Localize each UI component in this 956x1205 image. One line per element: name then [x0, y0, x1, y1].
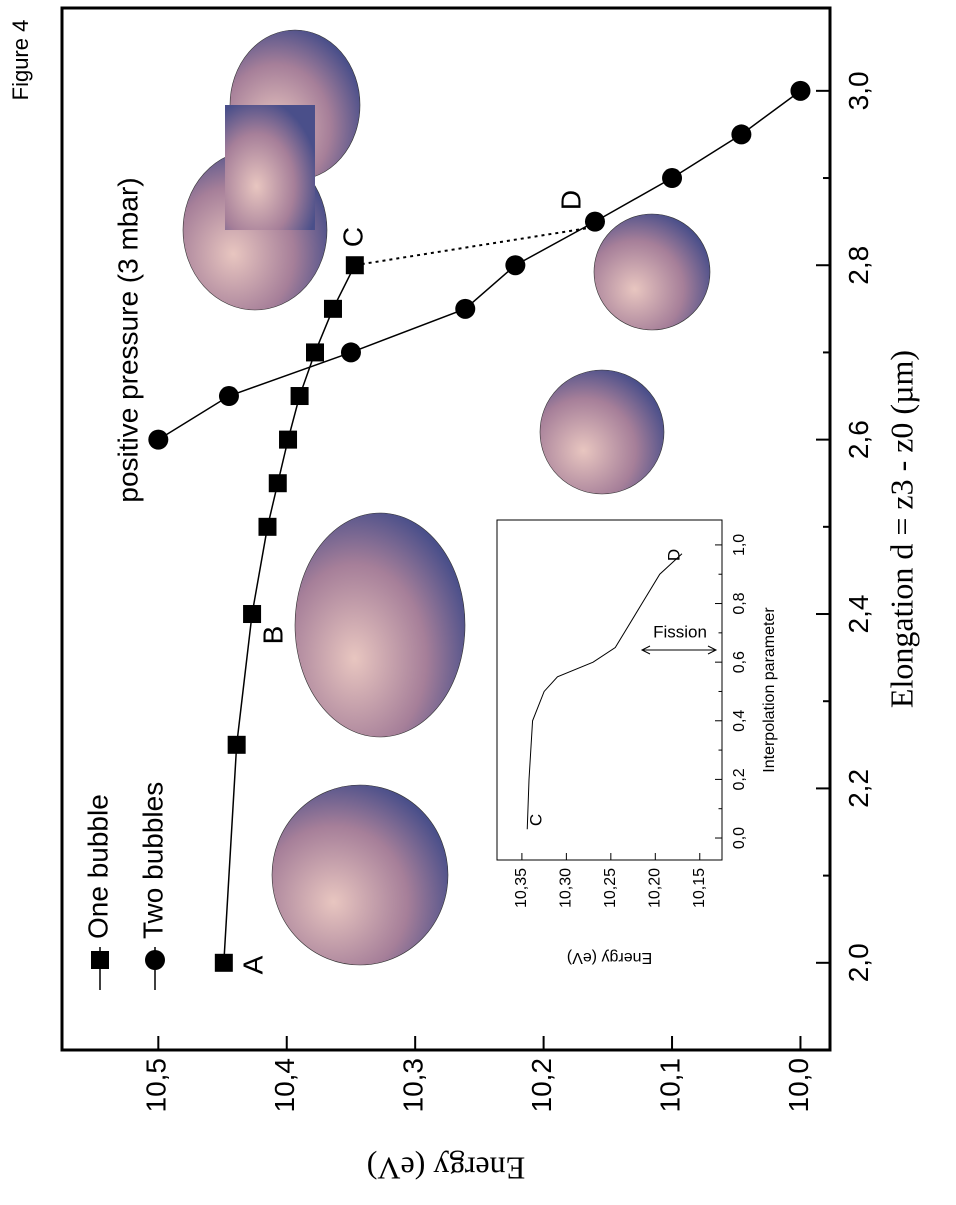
x-tick-label: 0,2	[731, 768, 748, 790]
bubble-d2	[593, 213, 711, 331]
y-tick-label: 10,35	[513, 868, 530, 908]
legend-label: Two bubbles	[137, 782, 168, 939]
y-tick-label: 10,4	[269, 1058, 300, 1113]
x-tick-label: 0,8	[731, 592, 748, 614]
y-axis-label: Energy (eV)	[367, 1151, 525, 1187]
annotation: Fission	[653, 622, 707, 641]
y-axis-label: Energy (eV)	[567, 949, 652, 966]
x-tick-label: 2,4	[843, 595, 874, 634]
x-axis-label: Elongation d = z3 - z0 (µm)	[883, 350, 919, 708]
bubble-illustrations	[182, 29, 711, 966]
annotation: C	[526, 814, 545, 826]
y-tick-label: 10,30	[558, 868, 575, 908]
circle-marker	[455, 298, 476, 319]
x-tick-label: 2,8	[843, 246, 874, 285]
figure-label: Figure 4	[8, 20, 33, 101]
series-line	[223, 264, 356, 963]
y-tick-label: 10,3	[398, 1058, 429, 1113]
y-tick-label: 10,2	[526, 1058, 557, 1113]
annotation: positive pressure (3 mbar)	[112, 177, 143, 502]
x-tick-label: 0,6	[731, 651, 748, 673]
bubble-a	[271, 784, 449, 966]
legend-marker	[145, 950, 165, 970]
x-axis-label: Interpolation parameter	[761, 607, 778, 773]
x-tick-label: 2,0	[843, 943, 874, 982]
legend-label: One bubble	[82, 794, 113, 939]
circle-marker	[218, 386, 239, 407]
bubble-b	[294, 512, 466, 738]
circle-marker	[340, 342, 361, 363]
y-tick-label: 10,5	[141, 1058, 172, 1113]
y-tick-label: 10,1	[654, 1058, 685, 1113]
circle-marker	[662, 168, 683, 189]
rotated-figure: Figure 4 2,0 2,2 2,4 2,6 2,8 3,0 10,0 10,1 10,2 1…	[8, 6, 919, 1187]
circle-marker	[790, 80, 811, 101]
y-tick-label: 10,15	[691, 868, 708, 908]
x-tick-label: 2,6	[843, 420, 874, 459]
square-marker	[214, 953, 233, 972]
circle-marker	[505, 255, 526, 276]
y-tick-label: 10,20	[647, 868, 664, 908]
x-tick-label: 2,2	[843, 769, 874, 808]
arrow-head	[640, 645, 718, 655]
square-marker	[243, 605, 262, 624]
annotation: C	[337, 227, 368, 247]
circle-marker	[584, 211, 605, 232]
plot-frame	[496, 519, 723, 861]
x-tick-label: 0,0	[731, 827, 748, 849]
y-tick-label: 10,0	[783, 1058, 814, 1113]
x-tick-label: 3,0	[843, 71, 874, 110]
series-line	[526, 553, 683, 830]
annotation: B	[257, 626, 288, 645]
x-tick-label: 0,4	[731, 710, 748, 732]
bubble-d1	[539, 369, 665, 495]
annotation: A	[237, 955, 268, 974]
square-marker	[323, 299, 342, 318]
connector	[354, 226, 592, 267]
annotation: D	[555, 190, 586, 210]
circle-marker	[148, 429, 169, 450]
square-marker	[290, 387, 309, 406]
square-marker	[227, 735, 246, 754]
y-tick-label: 10,25	[602, 868, 619, 908]
x-tick-label: 1,0	[731, 534, 748, 556]
bubble-c-neck	[225, 105, 315, 230]
circle-marker	[731, 124, 752, 145]
square-marker	[306, 343, 325, 362]
plot-frame	[60, 6, 832, 1052]
square-marker	[268, 474, 287, 493]
legend-marker	[91, 951, 109, 969]
square-marker	[279, 430, 298, 449]
annotation: D	[664, 549, 683, 561]
square-marker	[258, 517, 277, 536]
